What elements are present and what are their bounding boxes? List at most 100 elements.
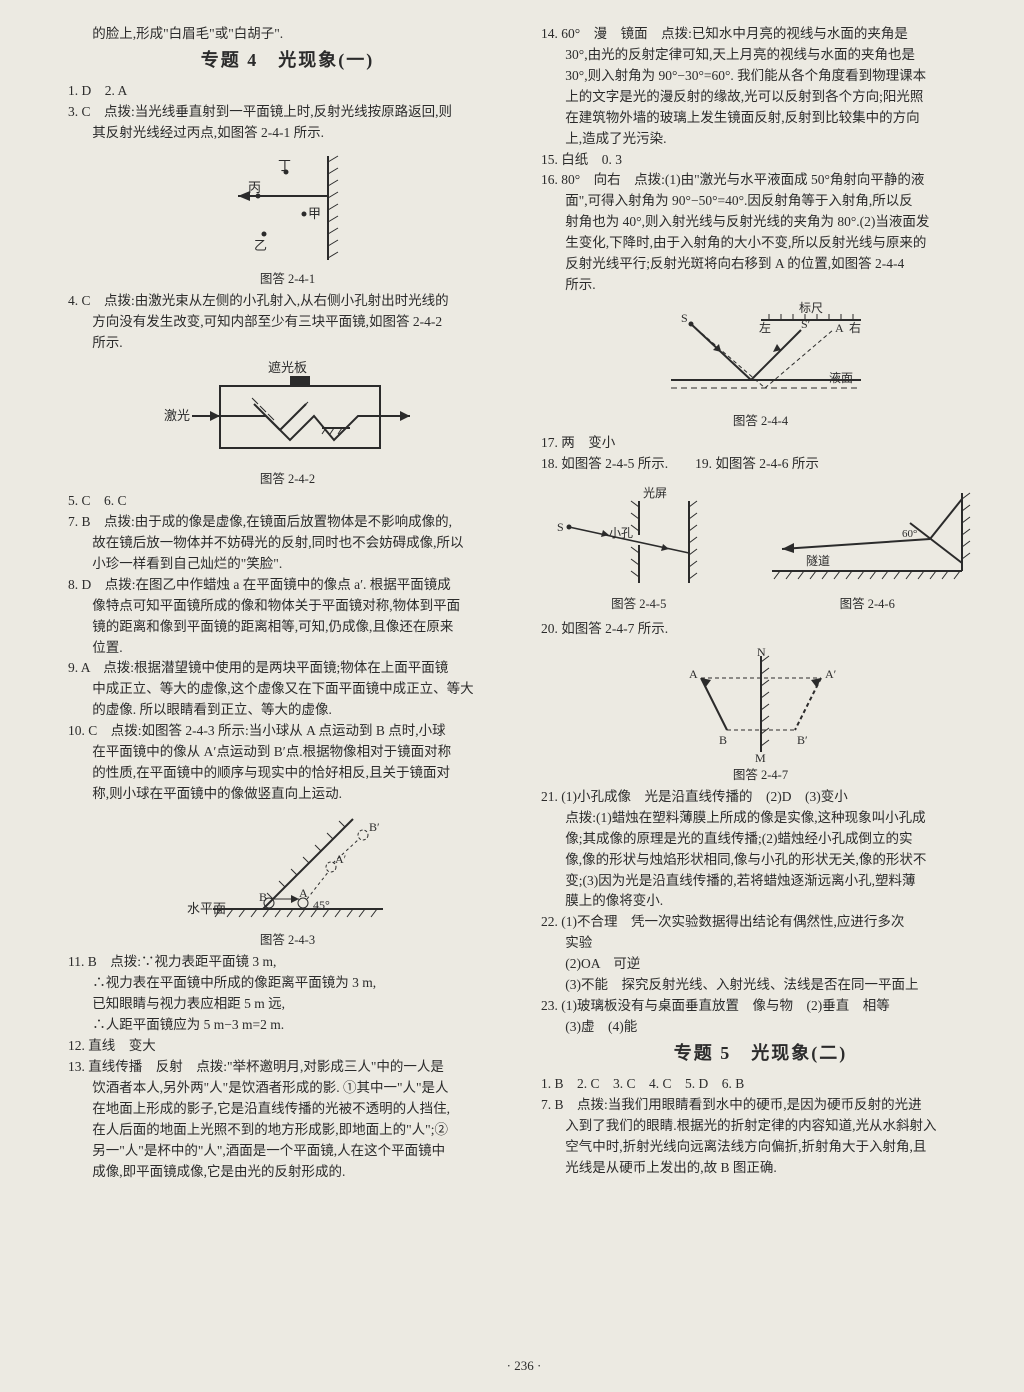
answer-line: 的虚像. 所以眼睛看到正立、等大的虚像.: [68, 700, 507, 721]
svg-text:A: A: [835, 321, 844, 335]
answer-line: 9. A 点拨:根据潜望镜中使用的是两块平面镜;物体在上面平面镜: [68, 658, 507, 679]
svg-text:激光: 激光: [164, 408, 190, 423]
answer-line: 中成正立、等大的虚像,这个虚像又在下面平面镜中成正立、等大: [68, 679, 507, 700]
svg-text:A′: A′: [825, 667, 837, 681]
figure-caption: 图答 2-4-5: [611, 595, 666, 614]
answer-line: 30°,则入射角为 90°−30°=60°. 我们能从各个角度看到物理课本: [541, 66, 980, 87]
figure-row: 光屏: [541, 479, 980, 616]
svg-text:A: A: [299, 886, 308, 900]
answer-line: 8. D 点拨:在图乙中作蜡烛 a 在平面镜中的像点 a′. 根据平面镜成: [68, 575, 507, 596]
right-column: 14. 60° 漫 镜面 点拨:已知水中月亮的视线与水面的夹角是 30°,由光的…: [541, 24, 980, 1350]
svg-text:S: S: [557, 520, 564, 534]
answer-line: 饮酒者本人,另外两"人"是饮酒者形成的影. ①其中一"人"是人: [68, 1078, 507, 1099]
diagram-svg: 光屏: [549, 483, 729, 593]
svg-text:左: 左: [759, 320, 771, 335]
answer-line: 23. (1)玻璃板没有与桌面垂直放置 像与物 (2)垂直 相等: [541, 996, 980, 1017]
svg-text:B′: B′: [797, 733, 808, 747]
answer-line: 光线是从硬币上发出的,故 B 图正确.: [541, 1158, 980, 1179]
svg-text:B: B: [719, 733, 727, 747]
answer-line: 17. 两 变小: [541, 433, 980, 454]
answer-line: 空气中时,折射光线向远离法线方向偏折,折射角大于入射角,且: [541, 1137, 980, 1158]
figure-caption: 图答 2-4-2: [260, 470, 315, 489]
answer-line: 11. B 点拨:∵视力表距平面镜 3 m,: [68, 952, 507, 973]
answer-line: 所示.: [68, 333, 507, 354]
svg-text:遮光板: 遮光板: [268, 360, 307, 375]
svg-text:A′: A′: [335, 852, 347, 866]
figure-caption: 图答 2-4-7: [733, 766, 788, 785]
answer-line: 18. 如图答 2-4-5 所示. 19. 如图答 2-4-6 所示: [541, 454, 980, 475]
svg-text:右: 右: [849, 320, 861, 335]
answer-line: ∴视力表在平面镜中所成的像距离平面镜为 3 m,: [68, 973, 507, 994]
answer-line: 的性质,在平面镜中的顺序与现实中的恰好相反,且关于镜面对: [68, 763, 507, 784]
svg-text:B: B: [259, 890, 267, 904]
answer-line: (3)不能 探究反射光线、入射光线、法线是否在同一平面上: [541, 975, 980, 996]
svg-text:丁: 丁: [278, 158, 291, 173]
answer-line: 4. C 点拨:由激光束从左侧的小孔射入,从右侧小孔射出时光线的: [68, 291, 507, 312]
figure-2-4-4: 标尺 左 右 液面 S S′ A: [541, 300, 980, 431]
answer-line: 反射光线平行;反射光斑将向右移到 A 的位置,如图答 2-4-4: [541, 254, 980, 275]
answer-line: 膜上的像将变小.: [541, 891, 980, 912]
answer-line: 小珍一样看到自己灿烂的"笑脸".: [68, 554, 507, 575]
figure-2-4-3: 水平面 B A A′ B′ 45° 图答 2-4-3: [68, 809, 507, 950]
answer-line: 面",可得入射角为 90°−50°=40°.因反射角等于入射角,所以反: [541, 191, 980, 212]
answer-line: 其反射光线经过丙点,如图答 2-4-1 所示.: [68, 123, 507, 144]
answer-line: 实验: [541, 933, 980, 954]
answer-line: 1. B 2. C 3. C 4. C 5. D 6. B: [541, 1074, 980, 1095]
text-line: 的脸上,形成"白眉毛"或"白胡子".: [68, 24, 507, 45]
columns: 的脸上,形成"白眉毛"或"白胡子". 专题 4 光现象(一) 1. D 2. A…: [68, 24, 980, 1350]
section-title: 专题 4 光现象(一): [68, 47, 507, 75]
answer-line: 21. (1)小孔成像 光是沿直线传播的 (2)D (3)变小: [541, 787, 980, 808]
diagram-svg: 60° 隧道: [762, 483, 972, 593]
svg-text:45°: 45°: [313, 898, 330, 912]
answer-line: 10. C 点拨:如图答 2-4-3 所示:当小球从 A 点运动到 B 点时,小…: [68, 721, 507, 742]
answer-line: 15. 白纸 0. 3: [541, 150, 980, 171]
diagram-svg: 标尺 左 右 液面 S S′ A: [641, 300, 881, 410]
answer-line: 13. 直线传播 反射 点拨:"举杯邀明月,对影成三人"中的一人是: [68, 1057, 507, 1078]
left-column: 的脸上,形成"白眉毛"或"白胡子". 专题 4 光现象(一) 1. D 2. A…: [68, 24, 507, 1350]
figure-caption: 图答 2-4-3: [260, 931, 315, 950]
answer-line: 点拨:(1)蜡烛在塑料薄膜上所成的像是实像,这种现象叫小孔成: [541, 808, 980, 829]
figure-2-4-6: 60° 隧道 图答 2-4-6: [762, 483, 972, 614]
diagram-svg: 丁 丙 甲 乙: [208, 148, 368, 268]
diagram-svg: 水平面 B A A′ B′ 45°: [173, 809, 403, 929]
section-title: 专题 5 光现象(二): [541, 1040, 980, 1068]
answer-line: 上,造成了光污染.: [541, 129, 980, 150]
svg-text:S′: S′: [801, 317, 811, 331]
answer-line: 30°,由光的反射定律可知,天上月亮的视线与水面的夹角也是: [541, 45, 980, 66]
figure-caption: 图答 2-4-6: [840, 595, 895, 614]
answer-line: 3. C 点拨:当光线垂直射到一平面镜上时,反射光线按原路返回,则: [68, 102, 507, 123]
answer-line: 在平面镜中的像从 A′点运动到 B′点.根据物像相对于镜面对称: [68, 742, 507, 763]
svg-text:60°: 60°: [902, 528, 917, 540]
answer-line: 像;其成像的原理是光的直线传播;(2)蜡烛经小孔成倒立的实: [541, 829, 980, 850]
answer-line: 射角也为 40°,则入射光线与反射光线的夹角为 80°.(2)当液面发: [541, 212, 980, 233]
svg-text:水平面: 水平面: [187, 901, 226, 916]
text-span: 19. 如图答 2-4-6 所示: [695, 456, 819, 471]
answer-line: 成像,即平面镜成像,它是由光的反射形成的.: [68, 1162, 507, 1183]
answer-line: 22. (1)不合理 凭一次实验数据得出结论有偶然性,应进行多次: [541, 912, 980, 933]
answer-line: 在建筑物外墙的玻璃上发生镜面反射,反射到比较集中的方向: [541, 108, 980, 129]
answer-line: 在人后面的地面上光照不到的地方形成影,即地面上的"人";②: [68, 1120, 507, 1141]
diagram-svg: N M A B A′ B′: [661, 644, 861, 764]
answer-line: 变;(3)因为光是沿直线传播的,若将蜡烛逐渐远离小孔,塑料薄: [541, 871, 980, 892]
page-number: · 236 ·: [68, 1358, 980, 1374]
figure-2-4-5: 光屏: [549, 483, 729, 614]
figure-2-4-7: N M A B A′ B′ 图答 2-4-7: [541, 644, 980, 785]
figure-caption: 图答 2-4-1: [260, 270, 315, 289]
answer-line: 上的文字是光的漫反射的缘故,光可以反射到各个方向;阳光照: [541, 87, 980, 108]
answer-line: ∴人距平面镜应为 5 m−3 m=2 m.: [68, 1015, 507, 1036]
figure-caption: 图答 2-4-4: [733, 412, 788, 431]
svg-text:N: N: [757, 645, 766, 659]
svg-text:B′: B′: [369, 820, 380, 834]
answer-line: 方向没有发生改变,可知内部至少有三块平面镜,如图答 2-4-2: [68, 312, 507, 333]
answer-line: 7. B 点拨:由于成的像是虚像,在镜面后放置物体是不影响成像的,: [68, 512, 507, 533]
answer-line: 镜的距离和像到平面镜的距离相等,可知,仍成像,且像还在原来: [68, 617, 507, 638]
answer-line: 像,像的形状与烛焰形状相同,像与小孔的形状无关,像的形状不: [541, 850, 980, 871]
answer-line: 已知眼睛与视力表应相距 5 m 远,: [68, 994, 507, 1015]
answer-line: 7. B 点拨:当我们用眼睛看到水中的硬币,是因为硬币反射的光进: [541, 1095, 980, 1116]
figure-2-4-1: 丁 丙 甲 乙 图答 2-4-1: [68, 148, 507, 289]
answer-line: 像特点可知平面镜所成的像和物体关于平面镜对称,物体到平面: [68, 596, 507, 617]
figure-2-4-2: 遮光板 激光: [68, 358, 507, 489]
answer-line: 12. 直线 变大: [68, 1036, 507, 1057]
text-span: 18. 如图答 2-4-5 所示.: [541, 456, 668, 471]
answer-line: 14. 60° 漫 镜面 点拨:已知水中月亮的视线与水面的夹角是: [541, 24, 980, 45]
